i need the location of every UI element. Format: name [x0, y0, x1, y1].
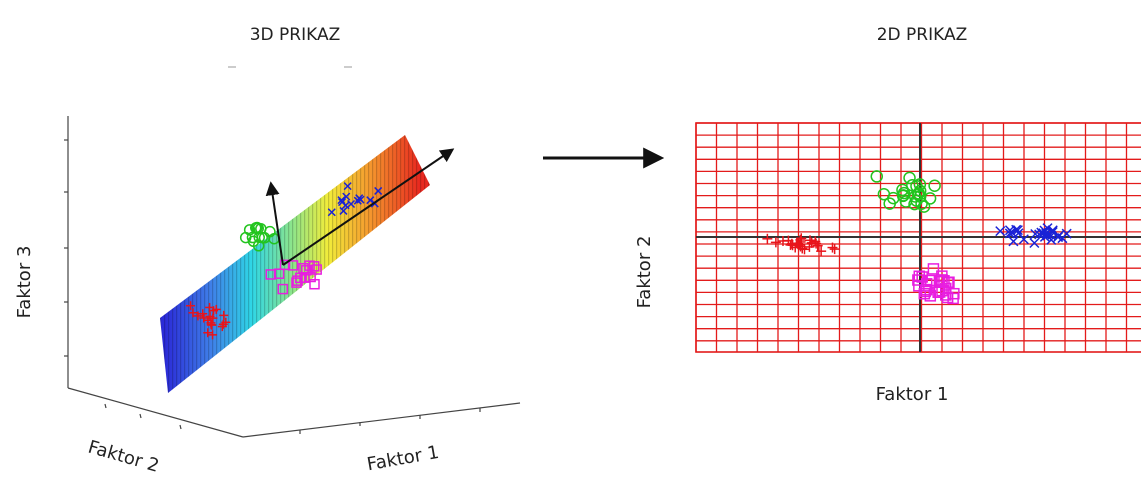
marker-plus [762, 233, 773, 244]
marker-x [355, 194, 364, 203]
marker-plus [797, 243, 808, 254]
marker-plus [211, 304, 221, 314]
marker-x [343, 182, 352, 191]
marker-plus [805, 235, 816, 246]
marker-x [1029, 237, 1040, 249]
marker-square [920, 283, 933, 296]
marker-circle [883, 197, 896, 210]
marker-plus [218, 319, 228, 329]
marker-x [342, 192, 351, 201]
marker-plus [816, 246, 827, 257]
marker-square [940, 289, 952, 301]
pc2-arrow [265, 181, 284, 266]
marker-circle [896, 189, 910, 203]
marker-square [309, 278, 320, 290]
marker-plus [193, 311, 203, 321]
axis-label-faktor-1: Faktor 1 [365, 442, 440, 475]
axis-label-faktor-3: Faktor 3 [14, 246, 35, 319]
marker-square [942, 277, 954, 289]
marker-square [265, 269, 277, 280]
marker-x [338, 198, 347, 207]
marker-circle [913, 190, 927, 203]
marker-x [1011, 224, 1022, 235]
marker-circle [928, 179, 941, 193]
marker-square [298, 262, 309, 274]
marker-x [1061, 228, 1072, 239]
marker-x [1036, 227, 1047, 238]
marker-circle [252, 240, 265, 252]
plane-hatch [160, 135, 430, 393]
marker-plus [827, 242, 838, 253]
marker-circle [870, 170, 884, 183]
marker-x [1046, 234, 1057, 245]
marker-circle [915, 197, 928, 211]
axis-label-2d-faktor-1: Faktor 1 [876, 384, 949, 405]
marker-square [279, 259, 291, 271]
marker-square [287, 260, 299, 271]
marker-plus [783, 235, 794, 246]
marker-x [374, 186, 383, 195]
marker-x [327, 208, 336, 217]
marker-plus [206, 320, 216, 330]
marker-plus [188, 308, 198, 318]
marker-plus [219, 310, 229, 320]
axis-label-faktor-2: Faktor 2 [86, 437, 162, 477]
left-panel-title: 3D PRIKAZ [250, 25, 341, 45]
marker-x [366, 196, 375, 205]
marker-circle [877, 187, 891, 201]
axis-tick [139, 413, 142, 419]
marker-plus [208, 330, 218, 340]
marker-circle [913, 184, 927, 198]
scatter-2d [762, 170, 1072, 305]
marker-plus [785, 239, 796, 250]
scatter-3d [186, 182, 383, 340]
marker-plus [203, 328, 213, 338]
marker-plus [205, 311, 215, 321]
marker-square [918, 287, 931, 300]
axes-3d [64, 116, 521, 438]
axis-label-2d-faktor-2: Faktor 2 [634, 236, 655, 309]
marker-circle [903, 171, 916, 185]
marker-x [995, 226, 1006, 237]
marker-plus [198, 309, 208, 319]
marker-plus [795, 236, 806, 247]
marker-square [919, 285, 931, 298]
marker-square [916, 271, 928, 283]
marker-plus [806, 237, 817, 248]
marker-x [1053, 230, 1064, 241]
marker-x [1008, 236, 1019, 247]
marker-x [1012, 225, 1023, 236]
marker-circle [252, 222, 264, 235]
marker-x [1030, 228, 1041, 239]
marker-square [927, 263, 940, 275]
marker-circle [896, 183, 909, 197]
marker-square [947, 292, 959, 305]
marker-square [292, 275, 303, 286]
marker-circle [239, 231, 252, 244]
marker-plus [812, 240, 823, 251]
marker-x [1004, 228, 1015, 239]
marker-plus [770, 237, 781, 248]
marker-square [938, 275, 950, 287]
marker-square [277, 283, 289, 295]
marker-x [346, 199, 356, 209]
marker-plus [186, 301, 196, 311]
marker-x [339, 206, 348, 215]
marker-plus [829, 244, 840, 255]
pc1-arrow [282, 148, 455, 266]
marker-square [304, 260, 315, 271]
axis-tick [104, 403, 107, 409]
marker-x [1018, 234, 1029, 245]
axis-tick [179, 424, 182, 430]
right-panel-title: 2D PRIKAZ [877, 25, 968, 45]
